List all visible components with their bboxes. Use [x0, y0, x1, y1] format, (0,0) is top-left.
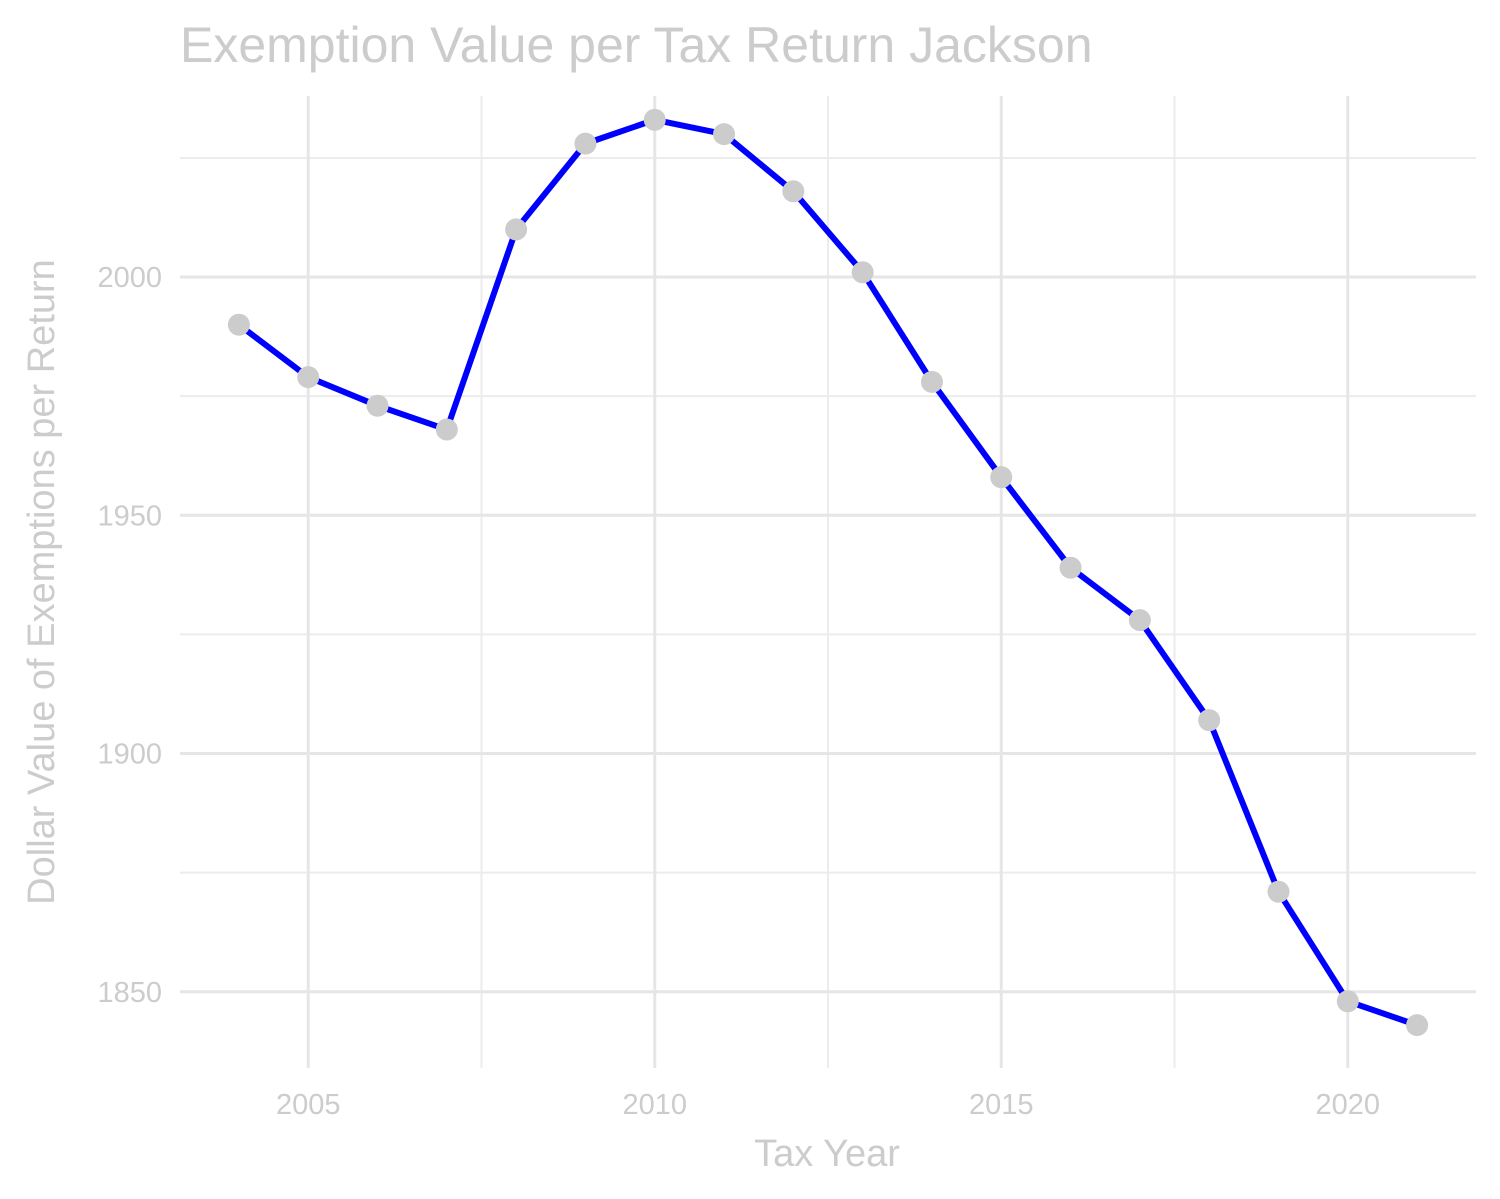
data-point [1406, 1014, 1429, 1037]
data-point [1059, 556, 1082, 579]
data-point [643, 108, 666, 131]
data-point [1128, 609, 1151, 632]
series-line-layer [235, 116, 1421, 1029]
y-tick-label: 1900 [97, 739, 162, 771]
series-line [235, 116, 1421, 1029]
x-tick-label: 2015 [969, 1089, 1034, 1121]
data-point [1198, 709, 1221, 732]
data-point [227, 313, 250, 336]
data-point [782, 180, 805, 203]
x-tick-label: 2005 [276, 1089, 341, 1121]
tick-labels: 2005 2010 2015 2020 1850 1900 1950 2000 [97, 262, 1380, 1121]
data-point [505, 218, 528, 241]
data-point [1267, 880, 1290, 903]
data-point [574, 132, 597, 155]
data-point [990, 466, 1013, 489]
data-point [920, 370, 943, 393]
data-points [227, 108, 1429, 1037]
data-point [435, 418, 458, 441]
data-point [713, 123, 736, 146]
y-axis-label: Dollar Value of Exemptions per Return [21, 259, 63, 905]
x-tick-label: 2020 [1316, 1089, 1381, 1121]
y-tick-label: 1850 [97, 977, 162, 1009]
data-point [851, 261, 874, 284]
x-tick-label: 2010 [622, 1089, 687, 1121]
data-point [297, 366, 320, 389]
data-point [1336, 990, 1359, 1013]
y-tick-label: 1950 [97, 500, 162, 532]
x-axis-label: Tax Year [754, 1133, 900, 1175]
chart-title: Exemption Value per Tax Return Jackson [180, 17, 1093, 73]
y-tick-label: 2000 [97, 262, 162, 294]
grid [180, 96, 1476, 1068]
data-point [366, 394, 389, 417]
